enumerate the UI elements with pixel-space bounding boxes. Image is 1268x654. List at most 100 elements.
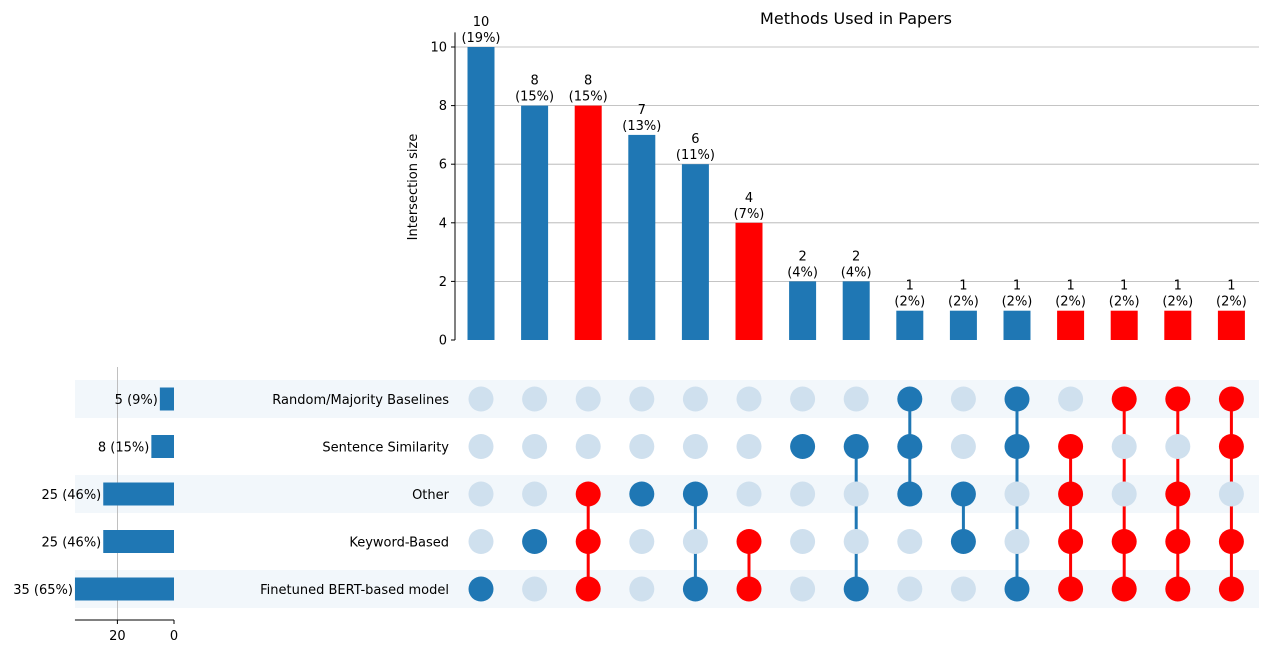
matrix-dot-inactive (736, 386, 762, 412)
set-size-label: 25 (46%) (42, 488, 102, 503)
matrix-dot-active (1218, 576, 1244, 602)
matrix-dot-inactive (522, 481, 548, 507)
matrix-dot-inactive (950, 576, 976, 602)
matrix-dot-active (1058, 481, 1084, 507)
matrix-dot-active (1111, 529, 1137, 554)
intersection-bar (1110, 310, 1138, 340)
intersection-bar (521, 105, 549, 340)
matrix-dot-inactive (1218, 481, 1244, 507)
intersection-bar (842, 281, 870, 340)
intersection-bar (467, 47, 495, 340)
matrix-dot-inactive (1111, 434, 1137, 459)
bar-count-label: 1 (959, 279, 967, 294)
matrix-dot-inactive (468, 386, 494, 412)
bar-count-label: 10 (473, 15, 490, 30)
matrix-dot-active (1218, 434, 1244, 459)
matrix-dot-active (1218, 386, 1244, 412)
matrix-dot-inactive (1004, 529, 1030, 554)
intersection-bar (735, 222, 763, 340)
bar-percent-label: (2%) (948, 295, 979, 310)
set-size-bars: 5 (9%) 8 (15%) 25 (46%) 25 (46%) 35 (65%) 20 0 (13, 367, 178, 644)
matrix-dot-inactive (790, 386, 816, 412)
matrix-dot-active (843, 434, 869, 459)
matrix-dot-inactive (1165, 434, 1191, 459)
bar-count-label: 1 (906, 279, 914, 294)
matrix-dot-inactive (1111, 481, 1137, 507)
set-size-label: 25 (46%) (42, 536, 102, 551)
set-size-bar (103, 530, 174, 553)
bar-percent-label: (15%) (569, 90, 608, 105)
matrix-dot-active (1165, 386, 1191, 412)
matrix-dot-inactive (790, 529, 816, 554)
bar-count-label: 8 (530, 74, 538, 89)
matrix-dot-active (897, 434, 923, 459)
bar-percent-label: (13%) (622, 119, 661, 134)
matrix-dot-active (522, 529, 548, 554)
matrix-dot-inactive (468, 434, 494, 459)
matrix-dot-inactive (843, 529, 869, 554)
matrix-dot-inactive (468, 529, 494, 554)
matrix-dot-active (1111, 576, 1137, 602)
matrix-dot-inactive (736, 481, 762, 507)
set-size-bar (103, 482, 174, 506)
matrix-dot-inactive (575, 434, 601, 459)
bar-count-label: 6 (691, 132, 699, 147)
matrix-dot-active (950, 529, 976, 554)
matrix-dot-active (468, 576, 494, 602)
bar-count-label: 1 (1120, 279, 1128, 294)
matrix-dot-active (950, 481, 976, 507)
matrix-dot-inactive (843, 386, 869, 412)
set-name-label: Random/Majority Baselines (272, 393, 449, 408)
intersection-bars (467, 47, 1245, 340)
bar-count-label: 8 (584, 74, 592, 89)
set-size-bar (74, 577, 174, 601)
bar-count-label: 2 (852, 249, 860, 264)
matrix-dot-inactive (843, 481, 869, 507)
intersection-bar (1217, 310, 1245, 340)
chart-title: Methods Used in Papers (760, 9, 952, 28)
set-size-tick-label: 0 (170, 629, 178, 644)
bar-percent-label: (2%) (1216, 295, 1247, 310)
set-name-label: Finetuned BERT-based model (260, 583, 449, 598)
matrix-dot-inactive (950, 434, 976, 459)
matrix-dot-inactive (1004, 481, 1030, 507)
y-tick-label: 4 (439, 216, 447, 231)
matrix-dot-active (897, 481, 923, 507)
bar-percent-label: (2%) (1002, 295, 1033, 310)
matrix-dot-inactive (629, 529, 655, 554)
matrix-dot-active (736, 576, 762, 602)
set-name-label: Keyword-Based (349, 536, 449, 551)
matrix-dot-active (1004, 576, 1030, 602)
bar-count-label: 2 (798, 249, 806, 264)
set-size-label: 8 (15%) (98, 441, 149, 456)
intersection-bar (681, 164, 709, 340)
bar-percent-label: (2%) (1055, 295, 1086, 310)
matrix-dot-active (629, 481, 655, 507)
intersection-bar (1057, 310, 1085, 340)
matrix-dot-active (682, 481, 708, 507)
set-size-tick-label: 20 (109, 629, 126, 644)
y-tick-label: 10 (430, 41, 447, 56)
matrix-dot-active (575, 576, 601, 602)
bar-percent-label: (15%) (515, 90, 554, 105)
matrix-dot-inactive (682, 529, 708, 554)
matrix-dot-active (1111, 386, 1137, 412)
y-tick-label: 8 (439, 99, 447, 114)
matrix: Random/Majority Baselines Sentence Simila… (260, 386, 1244, 602)
bar-percent-label: (19%) (461, 31, 500, 46)
set-size-bar (151, 435, 174, 458)
bar-labels: 10(19%)8(15%)8(15%)7(13%)6(11%)4(7%)2(4%… (461, 15, 1246, 310)
bar-count-label: 1 (1227, 279, 1235, 294)
matrix-dot-inactive (682, 386, 708, 412)
matrix-dot-inactive (522, 576, 548, 602)
matrix-dot-inactive (897, 529, 923, 554)
intersection-bar (628, 134, 656, 340)
matrix-dot-inactive (790, 576, 816, 602)
matrix-dot-inactive (950, 386, 976, 412)
matrix-dot-active (1004, 434, 1030, 459)
matrix-dot-inactive (575, 386, 601, 412)
bar-count-label: 1 (1174, 279, 1182, 294)
matrix-dot-inactive (897, 576, 923, 602)
bar-count-label: 4 (745, 191, 753, 206)
bar-percent-label: (2%) (894, 295, 925, 310)
